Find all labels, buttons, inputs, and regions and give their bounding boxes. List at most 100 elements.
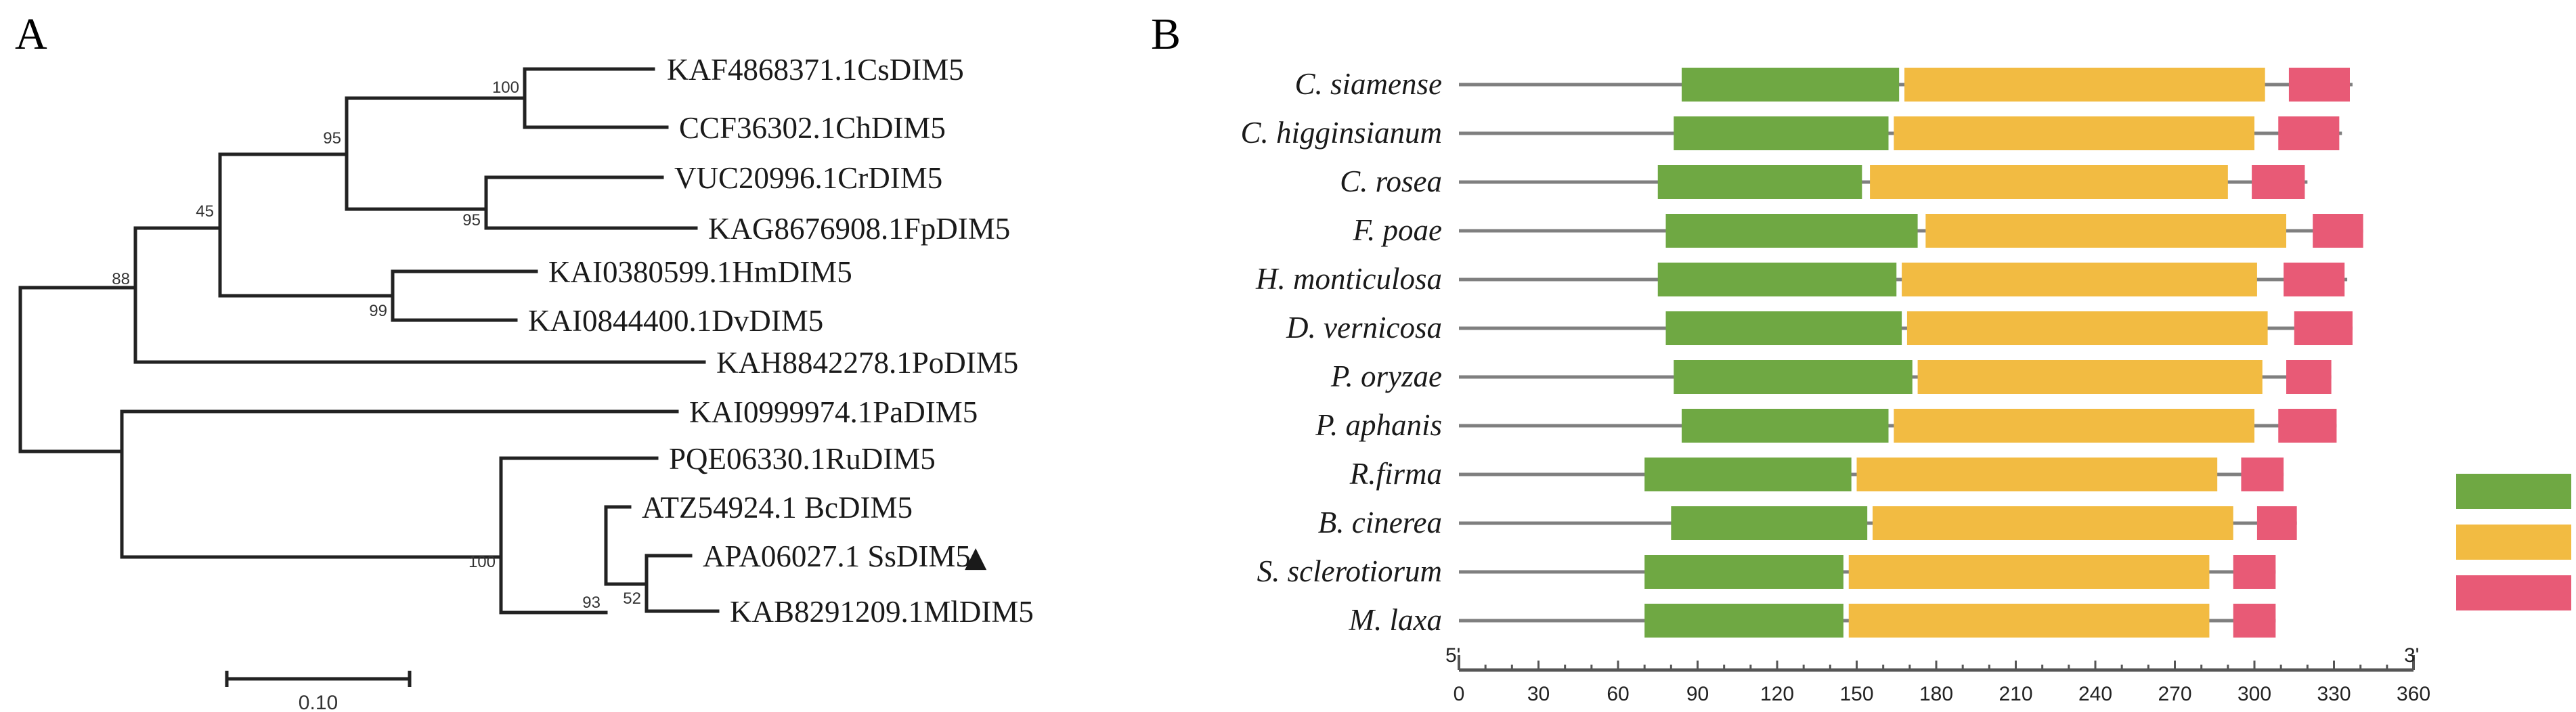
taxon-label: KAB8291209.1MlDIM5 [730,595,1034,629]
postset-domain [2233,555,2276,589]
bootstrap-value: 95 [323,129,341,148]
postset-domain [2241,458,2284,491]
taxon-label: APA06027.1 SsDIM5 [703,539,971,573]
taxon-label: VUC20996.1CrDIM5 [674,161,942,195]
postset-domain [2288,68,2350,102]
triangle-marker-icon: ▲ [965,540,987,573]
species-labels: C. siamense C. higginsianum C. rosea F. poa… [1240,67,1442,637]
species-label: B. cinerea [1318,506,1442,539]
bootstrap-value: 100 [468,553,496,571]
set-domain [1848,555,2210,589]
species-label: C. siamense [1295,67,1443,101]
bootstrap-value: 100 [492,79,519,97]
bootstrap-value: 99 [369,302,387,320]
axis-tick-label: 270 [2158,683,2191,705]
species-label: H. monticulosa [1255,262,1442,296]
set-domain [1894,409,2254,443]
panel-b-letter: B [1151,9,1181,59]
postset-domain [2278,409,2337,443]
branch-clade-95b [345,175,698,230]
preset-domain [1682,409,1889,443]
set-domain [1925,214,2286,248]
axis-tick-label: 240 [2078,683,2112,705]
axis-tick-label: 90 [1686,683,1709,705]
bootstrap-value: 45 [196,202,214,221]
preset-domain [1671,506,1868,540]
species-label: M. laxa [1349,603,1442,637]
preset-domain [1644,458,1852,491]
axis-tick-label: 300 [2237,683,2271,705]
axis-end-label: 3' [2404,644,2419,667]
axis-tick-label: 210 [1999,683,2032,705]
bootstrap-value: 52 [623,589,641,608]
axis-tick-label: 120 [1760,683,1794,705]
bootstrap-values: 100 95 95 45 99 88 100 93 52 [112,79,641,612]
branch-clade-100a [345,67,669,129]
postset-domain [2294,311,2353,345]
species-label: P. aphanis [1315,408,1442,442]
species-label: S. sclerotiorum [1257,554,1442,588]
taxon-label: KAI0999974.1PaDIM5 [689,395,978,429]
tree-tip-labels: KAF4868371.1CsDIM5 CCF36302.1ChDIM5 VUC2… [528,53,1034,629]
postset-domain [2233,604,2276,638]
species-label: F. poae [1352,213,1442,247]
panel-a: A KAF4868371.1CsDIM5 [15,9,1034,712]
set-domain [1902,263,2257,296]
legend-swatch-postset [2456,575,2571,610]
panel-a-letter: A [15,9,47,59]
axis-tick-label: 330 [2317,683,2351,705]
preset-domain [1644,604,1843,638]
species-label: P. oryzae [1330,359,1442,393]
set-domain [1856,458,2218,491]
branch-clade-88 [18,226,706,364]
bootstrap-value: 95 [462,211,481,229]
branch-clade-95a [218,96,349,211]
branch-clade-100b [120,456,659,615]
preset-domain [1674,360,1913,394]
panel-b: B C. siamense C. higginsianum C. rosea F. p… [1151,9,2571,705]
species-label: C. higginsianum [1240,116,1442,150]
preset-domain [1682,68,1900,102]
axis-tick-label: 60 [1607,683,1629,705]
set-domain [1848,604,2210,638]
legend: PreSETSETPostSET [2456,474,2571,610]
axis-tick-label: 150 [1839,683,1873,705]
branch-clade-52 [604,554,720,613]
branch-lower [18,409,679,559]
postset-domain [2278,116,2340,150]
species-label: R.firma [1349,457,1442,491]
species-label: D. vernicosa [1286,311,1442,344]
postset-domain [2252,165,2305,199]
set-domain [1873,506,2233,540]
postset-domain [2313,214,2363,248]
bootstrap-value: 88 [112,270,130,288]
bootstrap-value: 93 [582,594,601,612]
postset-domain [2256,506,2297,540]
scale-bar-line [225,671,412,687]
axis-start-label: 5' [1445,644,1460,667]
set-domain [1917,360,2263,394]
branch-clade-93 [499,505,632,615]
domain-rows [1459,68,2363,638]
taxon-label: KAI0380599.1HmDIM5 [548,255,852,289]
scale-bar: 0.10 [225,671,412,712]
axis-tick-label: 0 [1454,683,1465,705]
axis-tick-label: 360 [2397,683,2430,705]
set-domain [1904,68,2265,102]
scale-bar-label: 0.10 [299,692,338,712]
set-domain [1894,116,2254,150]
preset-domain [1644,555,1843,589]
legend-swatch-preset [2456,474,2571,509]
preset-domain [1665,214,1918,248]
branch-clade-45 [133,152,222,298]
tree-branches [18,67,720,615]
postset-domain [2286,360,2332,394]
axis-tick-label: 30 [1527,683,1550,705]
set-domain [1870,165,2228,199]
taxon-label: ATZ54924.1 BcDIM5 [642,491,913,525]
legend-swatch-set [2456,525,2571,560]
branch-clade-99 [218,269,538,322]
taxon-label: KAF4868371.1CsDIM5 [667,53,964,87]
set-domain [1906,311,2268,345]
